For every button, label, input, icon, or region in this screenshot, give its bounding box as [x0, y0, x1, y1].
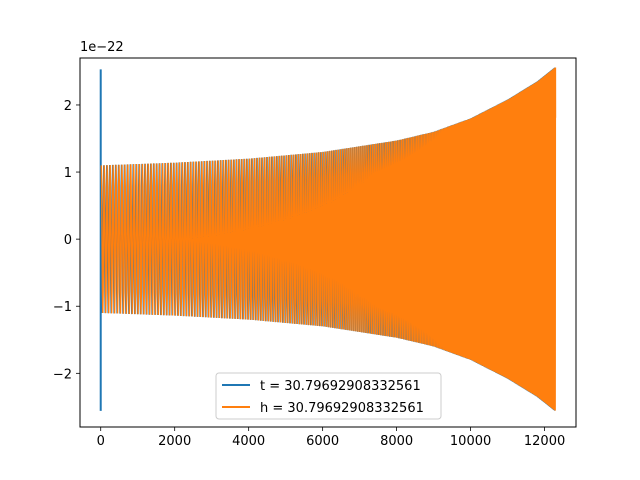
x-tick-label: 6000	[306, 434, 339, 449]
y-tick-label: −2	[53, 367, 72, 382]
x-tick-label: 8000	[380, 434, 413, 449]
y-tick-label: 1	[64, 166, 72, 181]
x-tick-label: 0	[97, 434, 105, 449]
legend: t = 30.79692908332561 h = 30.79692908332…	[215, 372, 442, 420]
legend-box	[215, 372, 442, 420]
x-tick-label: 2000	[158, 434, 191, 449]
legend-label-h: h = 30.79692908332561	[260, 401, 424, 416]
y-tick-label: 0	[64, 233, 72, 248]
y-offset-label: 1e−22	[80, 40, 124, 55]
x-tick-label: 4000	[232, 434, 265, 449]
x-tick-label: 12000	[524, 434, 565, 449]
legend-label-t: t = 30.79692908332561	[260, 379, 421, 394]
y-tick-label: −1	[53, 300, 72, 315]
series-h-line	[100, 67, 557, 411]
y-tick-label: 2	[64, 99, 72, 114]
plot-frame	[79, 57, 577, 428]
x-tick-label: 10000	[450, 434, 491, 449]
